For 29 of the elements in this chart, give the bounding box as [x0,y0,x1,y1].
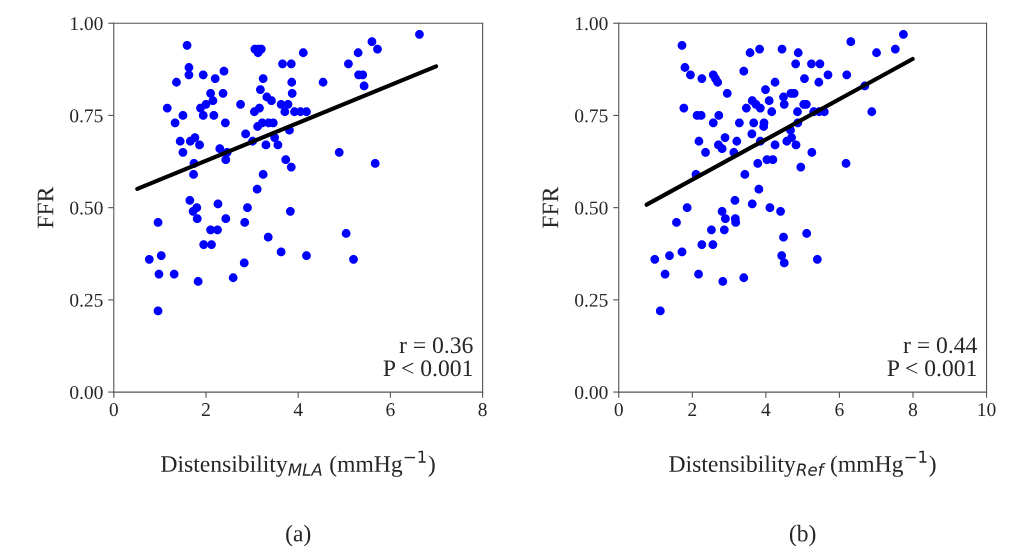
x-tick-label: 4 [761,403,771,416]
x-tick-label: 2 [688,403,697,416]
text: (b) [789,524,816,547]
y-tick-label: 0.25 [575,293,608,307]
y-tick-label: 0.75 [70,109,103,123]
y-tick-label: 0.75 [575,109,608,123]
x-tick-label: 8 [478,403,487,417]
y-tick-label: 1.00 [71,17,103,31]
x-tick-label: 6 [835,403,844,417]
x-tick-label: 6 [386,403,395,417]
x-axis-title: Distensibility$_{MLA}$ (mmHg$^{−1}$) [161,450,435,477]
y-tick-label: 0.00 [70,385,103,400]
x-tick-label: 0 [614,403,623,417]
x-tick-label: 2 [201,403,210,416]
annotation: r = 0.44 P < 0.001 [887,337,977,377]
y-tick-label: 0.50 [575,201,608,215]
x-axis-title: Distensibility$_{Ref}$ (mmHg$^{−1}$) [669,450,936,477]
y-tick-label: 1.00 [576,17,608,31]
x-tick-label: 4 [293,403,303,416]
y-tick-label: 0.00 [575,385,608,400]
y-tick-label: 0.50 [70,201,103,215]
y-axis-title: FFR [542,186,559,228]
text: (a) [286,524,311,547]
y-tick-label: 0.25 [70,293,103,307]
x-tick-label: 10 [978,403,996,417]
x-tick-label: 0 [109,403,118,417]
x-tick-label: 8 [908,403,918,417]
y-axis-title: FFR [37,186,54,228]
annotation: r = 0.36 P < 0.001 [383,337,473,377]
